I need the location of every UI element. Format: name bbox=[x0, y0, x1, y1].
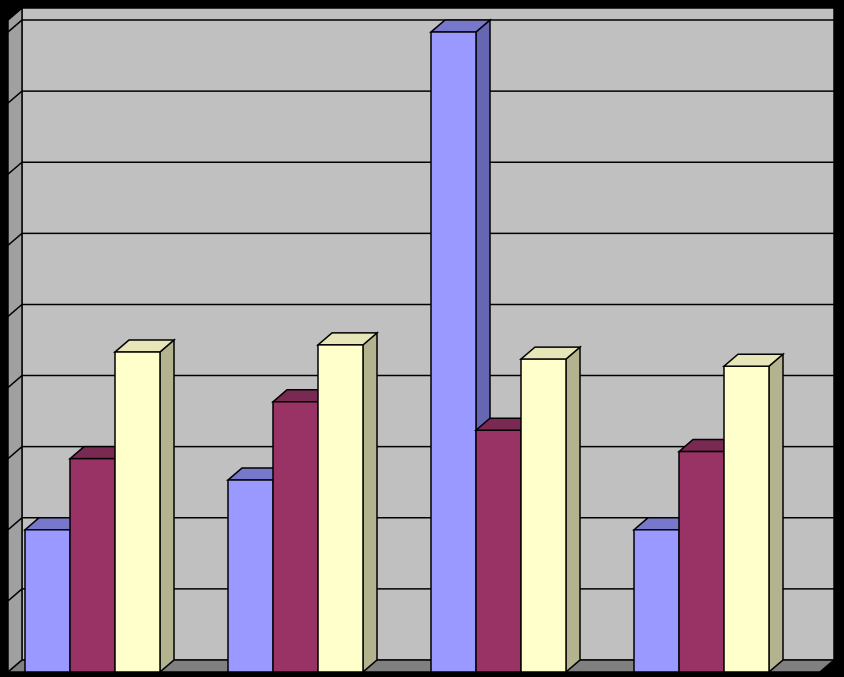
bar-front bbox=[723, 365, 770, 673]
bar-front bbox=[114, 351, 161, 673]
bar-front bbox=[520, 358, 567, 673]
bars bbox=[22, 18, 786, 674]
bar bbox=[721, 352, 786, 674]
bar bbox=[518, 345, 583, 674]
bar-front bbox=[317, 344, 364, 673]
bar-front bbox=[678, 450, 725, 673]
bar-side bbox=[159, 338, 175, 674]
bar bbox=[428, 18, 493, 674]
bar bbox=[315, 331, 380, 674]
bar-front bbox=[272, 401, 319, 673]
gridline bbox=[7, 90, 834, 104]
bar bbox=[112, 338, 177, 674]
bar-front bbox=[475, 429, 522, 673]
gridline bbox=[7, 161, 834, 175]
bar-front bbox=[633, 529, 680, 673]
bar-front bbox=[227, 479, 274, 673]
side-wall bbox=[7, 6, 23, 674]
bar-front bbox=[69, 457, 116, 673]
gridline bbox=[7, 303, 834, 318]
bar-front bbox=[430, 31, 477, 673]
bar-side bbox=[565, 345, 581, 674]
bar-front bbox=[24, 529, 71, 673]
gridline bbox=[7, 232, 834, 246]
bar-side bbox=[768, 352, 784, 674]
gridline bbox=[7, 19, 834, 33]
bar-side bbox=[362, 331, 378, 674]
